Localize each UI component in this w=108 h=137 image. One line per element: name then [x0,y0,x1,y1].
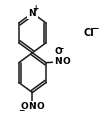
Text: −: − [58,44,64,53]
Text: N: N [55,58,62,66]
Text: N: N [29,102,36,111]
Text: −: − [18,106,25,115]
Text: N: N [29,8,36,18]
Text: O: O [20,102,28,111]
Text: O: O [55,47,62,56]
Text: −: − [91,24,99,33]
Text: +: + [32,4,38,13]
Text: O: O [37,102,45,111]
Text: O: O [63,58,70,66]
Text: +: + [58,56,64,62]
Text: Cl: Cl [83,28,94,38]
Text: +: + [32,101,38,107]
